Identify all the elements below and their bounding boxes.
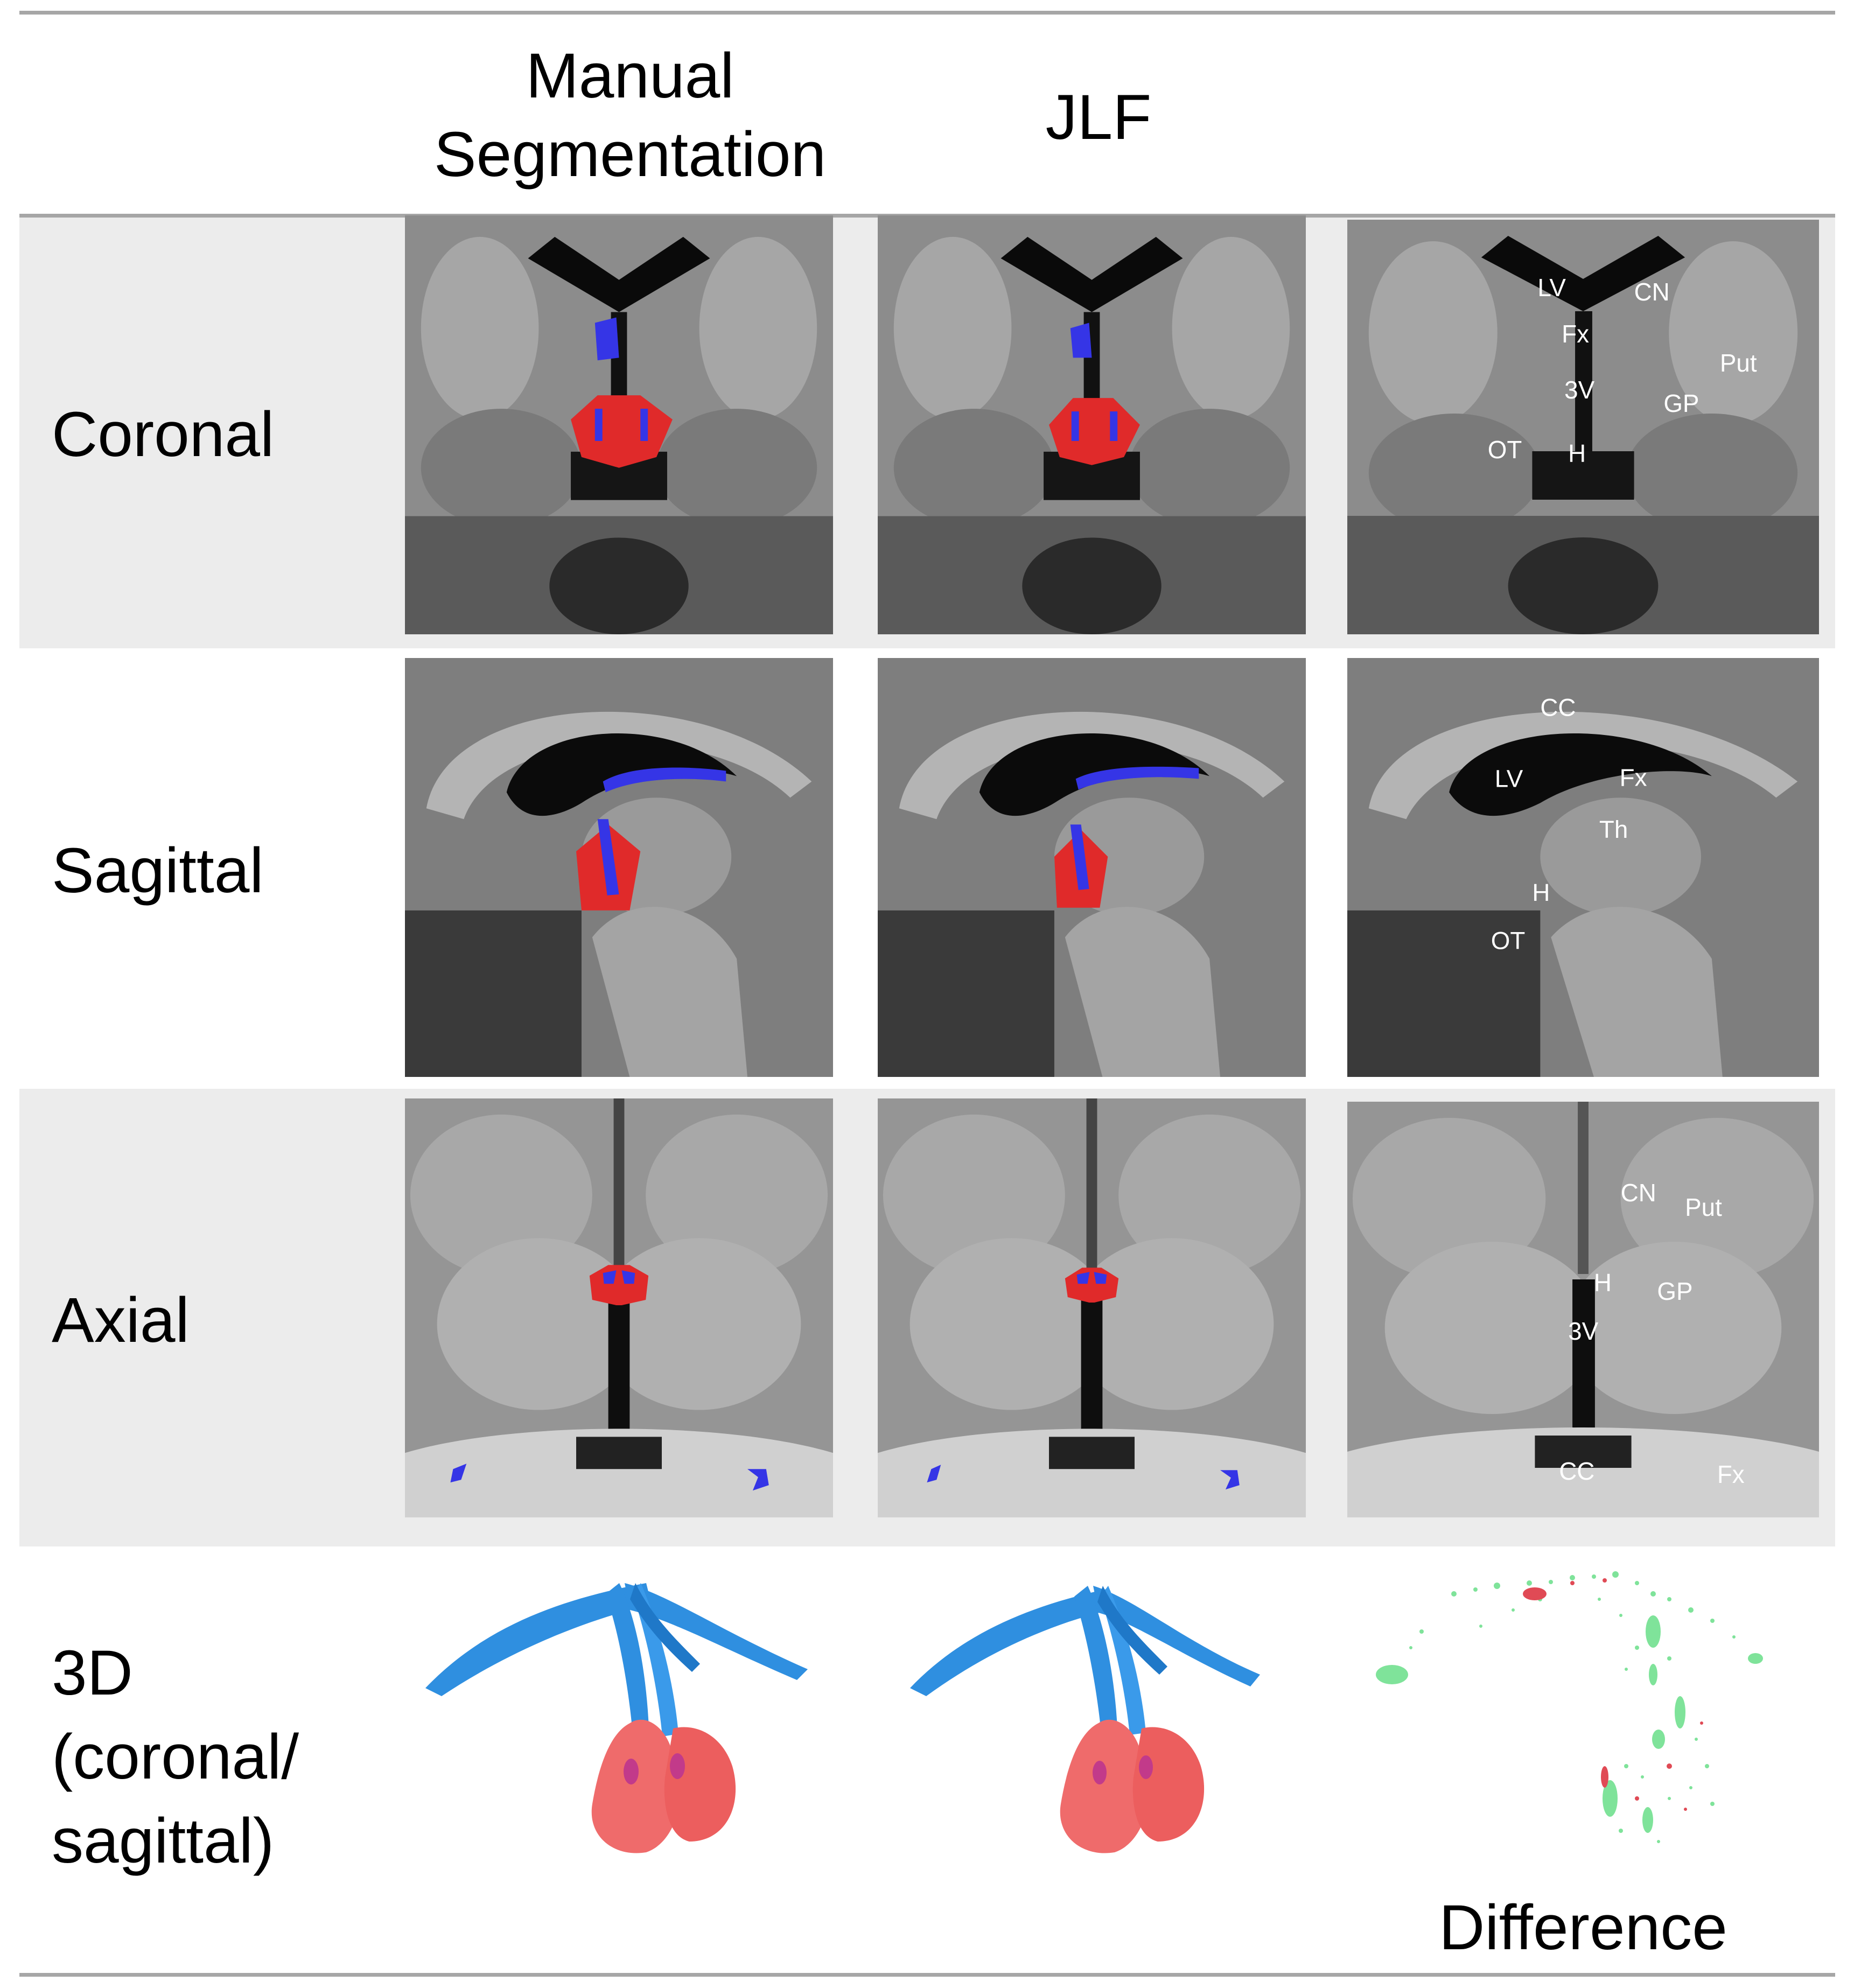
axial-annotated-image: CN Put H GP 3V CC Fx: [1347, 1102, 1819, 1517]
sagittal-manual-panel: [405, 658, 833, 1077]
bottom-rule: [19, 1973, 1835, 1977]
3d-manual-render-image: [425, 1583, 808, 1853]
row-label-3d: 3D (coronal/ sagittal): [52, 1632, 299, 1883]
sagittal-label-th: Th: [1599, 816, 1628, 843]
axial-label-cn: CN: [1621, 1179, 1656, 1207]
coronal-manual-panel: [405, 215, 833, 634]
coronal-jlf-panel: [878, 215, 1306, 634]
sagittal-label-cc: CC: [1540, 694, 1576, 722]
3d-jlf-render: [905, 1562, 1282, 1863]
3d-manual-render: [420, 1562, 818, 1863]
sagittal-jlf-panel: [878, 658, 1306, 1077]
axial-label-cc: CC: [1559, 1457, 1594, 1485]
jlf-header-text: JLF: [1045, 82, 1152, 153]
sagittal-manual-image: [405, 658, 833, 1077]
difference-label: Difference: [1439, 1892, 1727, 1963]
row-label-3d-line2: (coronal/: [52, 1721, 299, 1793]
sagittal-label-fx: Fx: [1620, 764, 1647, 791]
manual-segmentation-header: Manual Segmentation: [398, 37, 862, 194]
coronal-label-fx: Fx: [1562, 320, 1589, 348]
axial-jlf-panel: [878, 1098, 1306, 1517]
coronal-label-gp: GP: [1663, 389, 1699, 417]
axial-label-put: Put: [1685, 1193, 1722, 1221]
row-label-3d-line3: sagittal): [52, 1805, 275, 1877]
row-label-coronal: Coronal: [52, 399, 275, 470]
3d-jlf-render-image: [910, 1586, 1260, 1853]
coronal-label-3v: 3V: [1564, 376, 1594, 404]
manual-header-line2: Segmentation: [433, 119, 827, 191]
axial-manual-image: [405, 1098, 833, 1517]
sagittal-annotated-panel: CC LV Fx Th H OT: [1347, 658, 1819, 1077]
row-label-3d-line1: 3D: [52, 1637, 133, 1709]
sagittal-annotated-image: CC LV Fx Th H OT: [1347, 658, 1819, 1077]
coronal-annotated-panel: LV CN Fx Put 3V GP OT H: [1347, 220, 1819, 634]
coronal-label-h: H: [1568, 439, 1586, 467]
sagittal-label-lv: LV: [1495, 765, 1523, 792]
sagittal-jlf-image: [878, 658, 1306, 1077]
sagittal-label-ot: OT: [1491, 927, 1526, 955]
coronal-manual-image: [405, 215, 833, 634]
top-rule: [19, 11, 1835, 15]
row-label-axial: Axial: [52, 1285, 190, 1356]
manual-header-line1: Manual: [526, 40, 734, 111]
axial-label-gp: GP: [1657, 1277, 1692, 1305]
coronal-label-put: Put: [1720, 349, 1757, 377]
sagittal-label-h: H: [1532, 879, 1550, 906]
jlf-header: JLF: [878, 78, 1319, 157]
coronal-label-lv: LV: [1537, 274, 1566, 302]
axial-label-fx: Fx: [1717, 1460, 1745, 1488]
3d-difference-render-image: [1376, 1571, 1763, 1843]
axial-annotated-panel: CN Put H GP 3V CC Fx: [1347, 1102, 1819, 1517]
3d-difference-render: [1368, 1562, 1777, 1863]
coronal-jlf-image: [878, 215, 1306, 634]
axial-label-h: H: [1594, 1269, 1612, 1297]
coronal-label-cn: CN: [1634, 278, 1670, 306]
coronal-label-ot: OT: [1488, 436, 1522, 464]
row-label-sagittal: Sagittal: [52, 835, 264, 906]
coronal-annotated-image: LV CN Fx Put 3V GP OT H: [1347, 220, 1819, 634]
axial-label-3v: 3V: [1568, 1317, 1598, 1345]
axial-jlf-image: [878, 1098, 1306, 1517]
axial-manual-panel: [405, 1098, 833, 1517]
